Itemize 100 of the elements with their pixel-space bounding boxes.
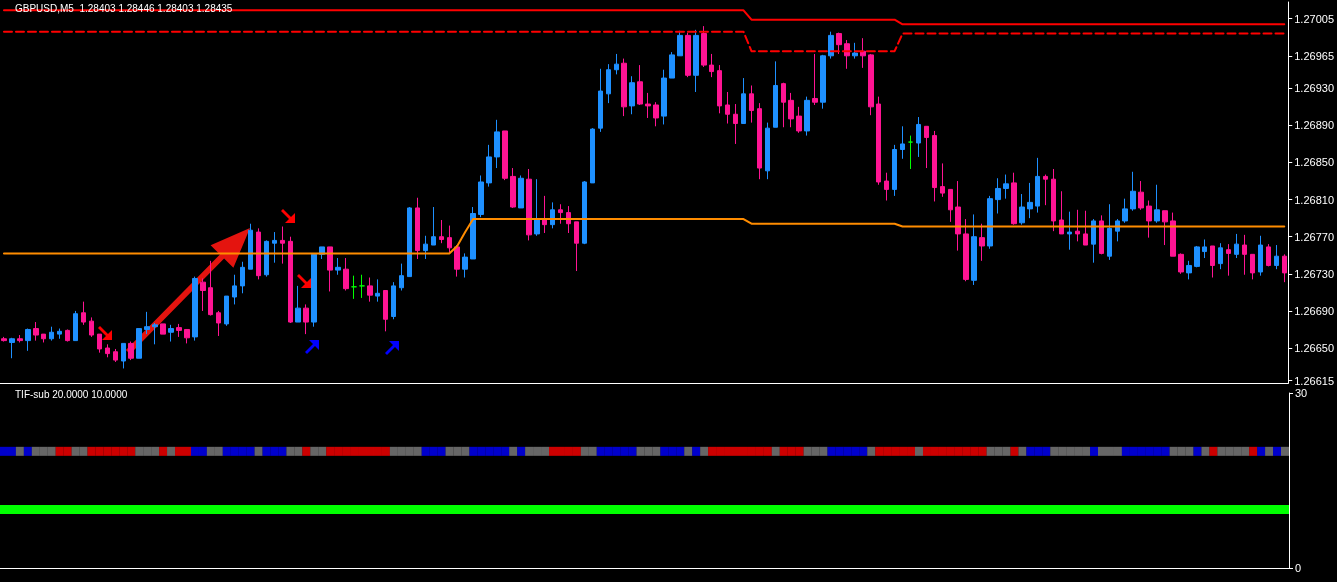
- candlestick: [645, 92, 651, 119]
- candlestick: [343, 257, 349, 292]
- y-tick-label: 1.26850: [1294, 156, 1334, 169]
- candlestick: [932, 130, 937, 202]
- candlestick: [9, 337, 15, 359]
- candlestick: [1178, 252, 1184, 275]
- candlestick: [916, 116, 921, 158]
- candlestick: [1202, 238, 1207, 259]
- candlestick: [359, 274, 365, 299]
- candlestick: [542, 195, 547, 234]
- candlestick: [892, 144, 897, 197]
- candlestick: [1218, 242, 1223, 270]
- candlestick: [192, 276, 198, 342]
- candlestick: [1266, 243, 1271, 267]
- candlestick: [828, 31, 834, 60]
- candlestick: [160, 323, 166, 335]
- candlestick: [375, 278, 380, 303]
- candlestick: [661, 69, 667, 125]
- candlestick: [399, 263, 404, 292]
- candlestick: [1059, 190, 1064, 235]
- candlestick: [256, 227, 261, 280]
- candlestick: [272, 231, 277, 264]
- y-tick-label: 30: [1295, 387, 1308, 399]
- candlestick: [335, 257, 341, 276]
- candlestick: [693, 29, 699, 93]
- candlestick: [606, 63, 611, 104]
- candlestick: [765, 122, 770, 180]
- candlestick: [311, 253, 317, 328]
- candlestick: [1091, 218, 1096, 264]
- candlestick: [526, 168, 532, 241]
- candlestick: [73, 310, 78, 342]
- candlestick: [136, 328, 142, 359]
- candlestick: [280, 226, 285, 265]
- candlestick: [955, 180, 961, 252]
- y-tick-label: 1.26770: [1294, 230, 1334, 243]
- candlestick: [836, 32, 842, 55]
- candlestick: [439, 219, 444, 244]
- candlestick: [1083, 210, 1088, 246]
- y-tick-label: 1.26890: [1294, 119, 1334, 132]
- candlestick: [979, 223, 985, 262]
- candlestick: [1138, 180, 1144, 211]
- candlestick: [128, 341, 134, 361]
- y-tick-label: 1.26965: [1294, 49, 1334, 62]
- candlestick: [33, 321, 39, 342]
- candlestick: [25, 328, 31, 352]
- candlestick: [574, 221, 579, 272]
- candlestick: [1107, 203, 1112, 261]
- candlestick: [852, 42, 858, 60]
- candlestick: [773, 60, 778, 128]
- candlestick: [1003, 174, 1009, 200]
- candlestick: [89, 316, 94, 338]
- candlestick: [590, 127, 595, 184]
- candlestick: [669, 51, 675, 79]
- candlestick: [518, 174, 524, 209]
- candlestick: [462, 252, 468, 279]
- candlestick: [303, 303, 309, 335]
- candlestick: [288, 236, 293, 324]
- candlestick: [97, 333, 102, 354]
- candlestick: [216, 310, 221, 337]
- candlestick: [908, 135, 913, 170]
- y-tick-label: 1.26730: [1294, 267, 1334, 280]
- candlestick: [876, 96, 881, 186]
- candlestick: [1122, 198, 1128, 224]
- line-series: [2, 218, 1286, 255]
- candlestick: [1274, 244, 1279, 270]
- candlestick: [105, 343, 110, 358]
- y-tick-label: 1.26615: [1294, 374, 1334, 387]
- candlestick: [184, 328, 190, 344]
- candlestick: [1234, 233, 1239, 259]
- chart-title: TIF-sub 20.0000 10.0000: [15, 388, 128, 400]
- candlestick: [65, 328, 70, 343]
- y-tick-label: 1.26650: [1294, 342, 1334, 355]
- candlestick: [820, 54, 826, 110]
- candlestick: [717, 64, 722, 114]
- candlestick: [749, 84, 754, 124]
- candlestick: [971, 213, 977, 286]
- candlestick: [423, 235, 428, 260]
- candlestick: [987, 195, 993, 250]
- candlestick: [81, 301, 86, 326]
- candlestick: [1019, 193, 1025, 226]
- candlestick: [470, 206, 476, 260]
- candlestick: [327, 246, 333, 292]
- candlestick: [1186, 260, 1192, 280]
- candlestick: [232, 274, 237, 305]
- candlestick: [1043, 174, 1048, 206]
- candlestick: [1011, 172, 1017, 226]
- candlestick: [757, 102, 762, 180]
- candlestick: [653, 101, 659, 127]
- candlestick: [1258, 235, 1263, 277]
- candlestick: [478, 174, 484, 218]
- candlestick: [415, 197, 420, 260]
- candlestick: [264, 239, 269, 278]
- candlestick: [486, 144, 492, 188]
- candlestick: [1035, 157, 1040, 214]
- candlestick: [431, 206, 436, 246]
- candlestick: [121, 342, 126, 369]
- candlestick: [788, 92, 794, 128]
- candlestick: [367, 277, 373, 303]
- candlestick: [502, 130, 508, 181]
- candlestick: [733, 103, 738, 145]
